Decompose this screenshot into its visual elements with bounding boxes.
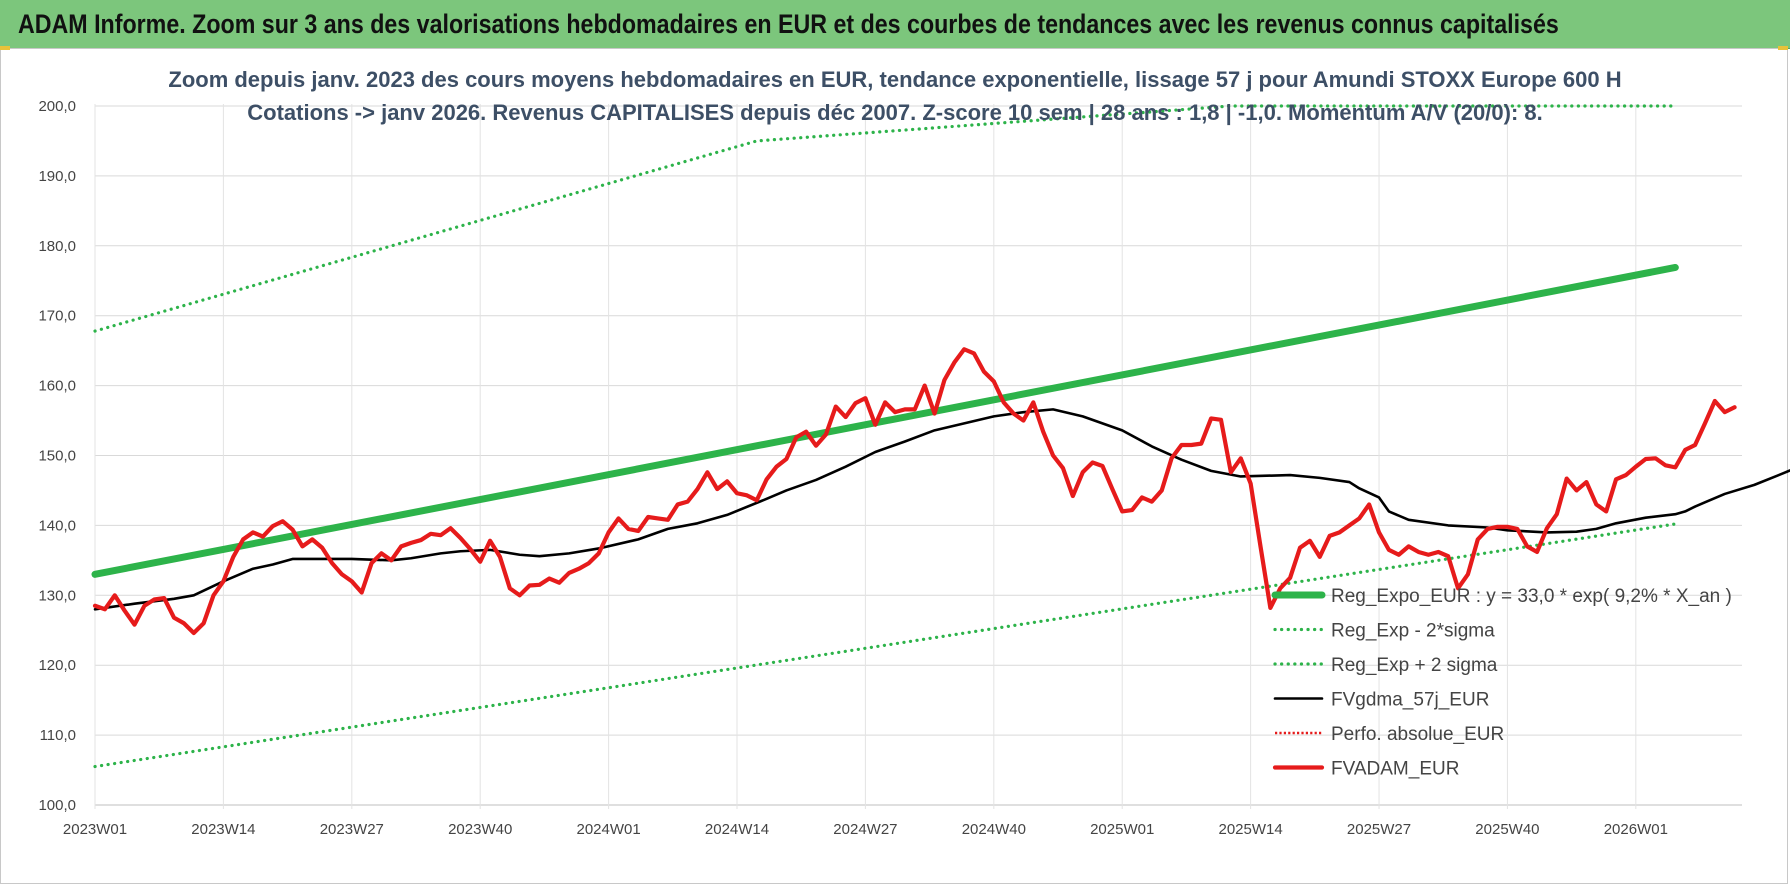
legend-label: FVADAM_EUR: [1331, 759, 1459, 780]
legend-label: Reg_Exp + 2 sigma: [1331, 655, 1498, 676]
x-tick-label: 2023W27: [320, 821, 384, 838]
y-tick-label: 170,0: [38, 308, 76, 325]
header-bar: ADAM Informe. Zoom sur 3 ans des valoris…: [0, 0, 1790, 49]
legend-label: Perfo. absolue_EUR: [1331, 724, 1504, 745]
x-axis-ticks: 2023W01 2023W14 2023W27 2023W40 2024W01 2024W…: [63, 821, 1668, 838]
series-line-1: [93, 522, 1677, 769]
x-tick-label: 2025W01: [1090, 821, 1154, 838]
x-tick-label: 2024W14: [705, 821, 769, 838]
series-line-2: [93, 104, 1677, 333]
series-line-3: [93, 408, 1790, 611]
y-tick-label: 100,0: [38, 797, 76, 814]
y-tick-label: 140,0: [38, 517, 76, 534]
y-tick-label: 190,0: [38, 168, 76, 185]
series-line-0: [91, 263, 1679, 578]
series-line-5: [92, 347, 1737, 636]
report-title: ADAM Informe. Zoom sur 3 ans des valoris…: [18, 9, 1559, 39]
y-tick-label: 200,0: [38, 98, 76, 115]
chart-title: Zoom depuis janv. 2023 des cours moyens …: [168, 67, 1621, 92]
x-tick-label: 2024W01: [576, 821, 640, 838]
y-tick-label: 160,0: [38, 378, 76, 395]
legend-label: Reg_Expo_EUR : y = 33,0 * exp( 9,2% * X_…: [1331, 586, 1732, 607]
legend: Reg_Expo_EUR : y = 33,0 * exp( 9,2% * X_…: [1271, 586, 1732, 780]
legend-label: Reg_Exp - 2*sigma: [1331, 621, 1495, 642]
x-tick-label: 2023W14: [191, 821, 255, 838]
x-tick-label: 2026W01: [1604, 821, 1668, 838]
x-tick-label: 2024W40: [962, 821, 1026, 838]
y-tick-label: 120,0: [38, 657, 76, 674]
y-tick-label: 110,0: [40, 727, 76, 744]
x-tick-label: 2023W40: [448, 821, 512, 838]
x-tick-label: 2023W01: [63, 821, 127, 838]
x-tick-label: 2025W27: [1347, 821, 1411, 838]
x-tick-label: 2025W14: [1219, 821, 1283, 838]
corner-marker: [0, 46, 10, 50]
chart-subtitle: Cotations -> janv 2026. Revenus CAPITALI…: [247, 100, 1542, 125]
grid-lines: [94, 104, 1742, 809]
legend-label: FVgdma_57j_EUR: [1331, 690, 1489, 711]
corner-marker: [1778, 46, 1788, 50]
y-tick-label: 150,0: [38, 448, 76, 465]
x-tick-label: 2025W40: [1475, 821, 1539, 838]
y-axis-ticks: 100,0 110,0 120,0 130,0 140,0 150,0 160,0 170,0…: [38, 98, 76, 814]
x-tick-label: 2024W27: [833, 821, 897, 838]
y-tick-label: 130,0: [38, 587, 76, 604]
series-lines: [91, 104, 1790, 769]
chart-frame: [0, 48, 1788, 884]
y-tick-label: 180,0: [38, 238, 76, 255]
